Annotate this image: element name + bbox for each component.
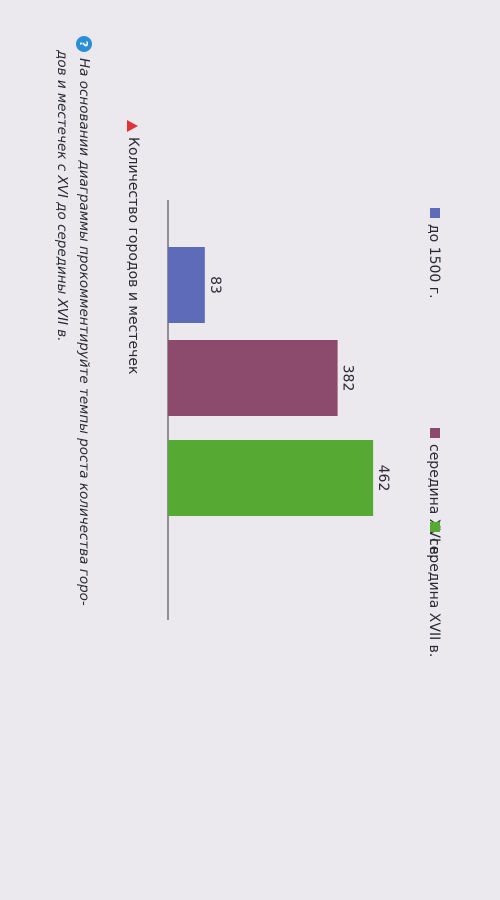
title-marker [127,120,138,132]
bar [168,340,338,416]
legend-label: середина XVII в. [426,538,442,657]
legend-swatch [430,208,440,218]
chart-title: Количество городов и местечек [125,137,141,374]
value-label: 382 [340,365,356,392]
legend-swatch [430,428,440,438]
legend-label: до 1500 г. [426,224,442,299]
question-line: дов и местечек с XVI до середины XVII в. [54,49,70,342]
question-icon [76,36,92,52]
rotated-page: Количество городов и местечек ? На основ… [54,36,442,657]
value-label: 83 [207,276,223,294]
bar [167,440,374,516]
question-icon-mark: ? [77,41,90,47]
legend-swatch [430,522,440,532]
value-label: 462 [375,465,391,492]
question-line: На основании диаграммы прокомментируйте … [76,58,92,606]
bar [167,247,205,323]
